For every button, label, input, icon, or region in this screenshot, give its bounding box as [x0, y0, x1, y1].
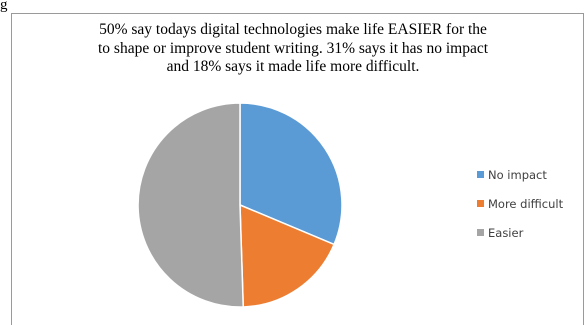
legend-label-more-difficult: More difficult: [488, 196, 564, 211]
pie-slice-easier: [137, 102, 244, 308]
legend-item-no-impact: No impact: [477, 167, 563, 182]
pie-slice-more-difficult: [239, 204, 335, 308]
corner-label: g: [0, 0, 8, 13]
chart-title-line-3: and 18% says it made life more difficult…: [166, 58, 420, 75]
chart-title-line-2: to shape or improve student writing. 31%…: [97, 39, 489, 57]
legend-swatch-easier: [477, 229, 484, 236]
pie-slice-no-impact: [239, 102, 343, 246]
chart-title: 50% say todays digital technologies make…: [12, 21, 574, 77]
legend-label-easier: Easier: [488, 225, 524, 240]
chart-title-line-1: 50% say todays digital technologies make…: [99, 21, 487, 38]
legend: No impact More difficult Easier: [477, 168, 563, 255]
legend-swatch-more-difficult: [477, 200, 484, 207]
legend-item-easier: Easier: [477, 225, 563, 240]
legend-item-more-difficult: More difficult: [477, 196, 564, 211]
legend-label-no-impact: No impact: [488, 167, 547, 182]
pie-slices: [137, 102, 343, 308]
legend-swatch-no-impact: [477, 171, 484, 178]
